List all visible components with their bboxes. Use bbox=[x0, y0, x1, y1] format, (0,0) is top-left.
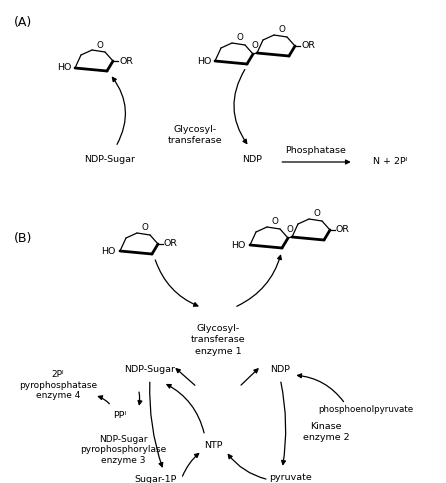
Text: OR: OR bbox=[301, 42, 315, 51]
Text: O: O bbox=[313, 210, 320, 218]
Text: O: O bbox=[236, 33, 243, 43]
Text: HO: HO bbox=[57, 63, 71, 72]
Text: Phosphatase: Phosphatase bbox=[285, 146, 347, 155]
Text: OR: OR bbox=[164, 240, 178, 248]
Text: phosphoenolpyruvate: phosphoenolpyruvate bbox=[318, 406, 413, 414]
Text: NDP-Sugar
pyrophosphorylase
enzyme 3: NDP-Sugar pyrophosphorylase enzyme 3 bbox=[80, 435, 166, 465]
Text: 2Pᴵ
pyrophosphatase
enzyme 4: 2Pᴵ pyrophosphatase enzyme 4 bbox=[19, 370, 97, 400]
Text: OR: OR bbox=[336, 226, 350, 235]
Text: NDP: NDP bbox=[242, 155, 262, 164]
Text: O: O bbox=[278, 26, 285, 34]
Text: O: O bbox=[96, 41, 103, 49]
Text: OR: OR bbox=[119, 57, 133, 66]
Text: NTP: NTP bbox=[204, 440, 222, 450]
Text: (B): (B) bbox=[14, 232, 33, 245]
Text: NDP-Sugar: NDP-Sugar bbox=[124, 366, 175, 374]
Text: HO: HO bbox=[102, 246, 116, 256]
Text: pyruvate: pyruvate bbox=[268, 473, 311, 483]
Text: N + 2Pᴵ: N + 2Pᴵ bbox=[373, 157, 407, 167]
Text: NDP-Sugar: NDP-Sugar bbox=[84, 155, 136, 164]
Text: PPᴵ: PPᴵ bbox=[113, 411, 127, 420]
Text: HO: HO bbox=[231, 241, 246, 250]
Text: O: O bbox=[287, 226, 293, 235]
Text: Kinase
enzyme 2: Kinase enzyme 2 bbox=[303, 422, 349, 442]
Text: (A): (A) bbox=[14, 16, 32, 29]
Text: Glycosyl-
transferase: Glycosyl- transferase bbox=[168, 125, 222, 145]
Text: HO: HO bbox=[197, 57, 211, 66]
Text: O: O bbox=[252, 42, 258, 51]
Text: NDP: NDP bbox=[270, 366, 290, 374]
Text: O: O bbox=[271, 217, 278, 227]
Text: Sugar-1P: Sugar-1P bbox=[135, 475, 177, 483]
Text: Glycosyl-
transferase
enzyme 1: Glycosyl- transferase enzyme 1 bbox=[191, 325, 245, 355]
Text: O: O bbox=[141, 224, 148, 232]
